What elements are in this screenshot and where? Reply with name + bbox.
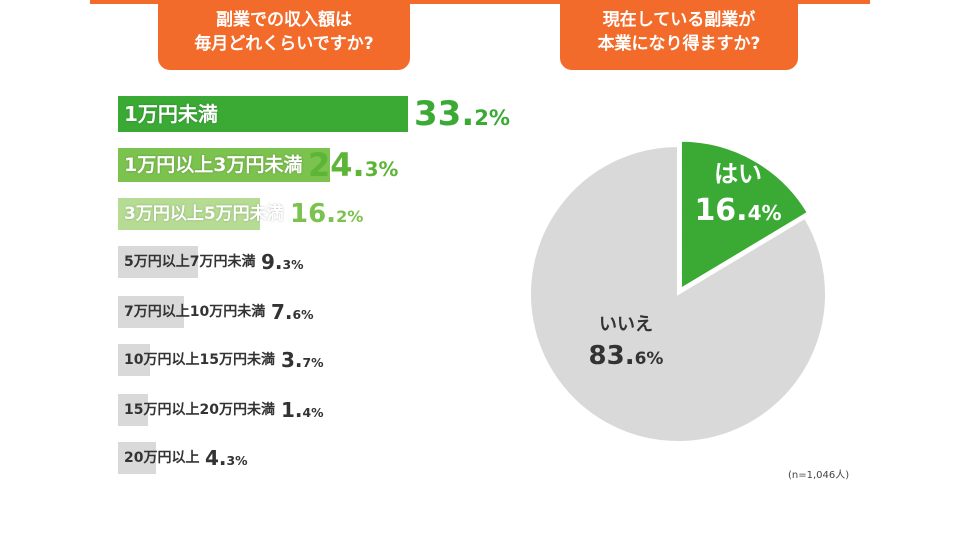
- bar-category-label: 7万円以上10万円未満: [124, 304, 266, 320]
- bar-value-main: 7.: [271, 300, 293, 324]
- bar-value-main: 4.: [205, 446, 227, 470]
- bar-row: 20万円以上 4.3%: [118, 442, 538, 474]
- left-title-line-2: 毎月どれくらいですか?: [194, 34, 374, 54]
- bar-fill: [118, 296, 185, 328]
- bar-value-main: 33.: [414, 94, 475, 134]
- pie-slice: [529, 144, 827, 443]
- bar-category-label: 1万円未満: [124, 102, 218, 126]
- bar-category-label: 1万円以上3万円未満: [124, 154, 303, 176]
- bar-row: 3万円以上5万円未満 16.2%: [118, 198, 538, 230]
- bar-row: 7万円以上10万円未満 7.6%: [118, 296, 538, 328]
- bar-value-tail: 3%: [226, 453, 248, 468]
- bar-fill: [118, 96, 408, 132]
- bar-value-label: 24.3%: [308, 148, 398, 187]
- bar-row: 15万円以上20万円未満 1.4%: [118, 394, 538, 426]
- bar-value-label: 3.7%: [281, 344, 324, 379]
- bar-category-label: 10万円以上15万円未満: [124, 352, 275, 368]
- pie-slice-value: 16.4%: [694, 193, 781, 228]
- bar-value-tail: 3%: [364, 158, 399, 181]
- bar-value-main: 9.: [261, 250, 283, 274]
- sample-size-note: (n=1,046人): [788, 470, 850, 481]
- bar-fill: [118, 246, 198, 278]
- bar-value-tail: 7%: [302, 355, 324, 370]
- left-chart-title: 副業での収入額は 毎月どれくらいですか?: [158, 0, 410, 70]
- pie-slice-label: はい: [714, 160, 762, 188]
- bar-fill: [118, 394, 148, 426]
- pie-slice: [679, 139, 810, 291]
- bar-row: 1万円未満 33.2%: [118, 96, 538, 132]
- bar-fill: [118, 344, 151, 376]
- pie-slice-label: いいえ: [599, 314, 653, 335]
- top-accent-bar: [90, 0, 870, 4]
- bar-row: 10万円以上15万円未満 3.7%: [118, 344, 538, 376]
- bar-value-main: 3.: [281, 348, 303, 372]
- bar-value-label: 16.2%: [290, 198, 363, 233]
- bar-value-tail: 6%: [292, 307, 314, 322]
- bar-category-label: 5万円以上7万円未満: [124, 254, 256, 270]
- right-chart-title: 現在している副業が 本業になり得ますか?: [560, 0, 798, 70]
- bar-fill: [118, 148, 331, 182]
- bar-value-label: 7.6%: [271, 296, 314, 331]
- bar-category-label: 15万円以上20万円未満: [124, 402, 275, 418]
- bar-fill: [118, 198, 260, 230]
- bar-value-main: 24.: [308, 146, 365, 184]
- left-title-line-1: 副業での収入額は: [216, 10, 352, 30]
- bar-value-tail: 3%: [282, 257, 304, 272]
- right-title-line-2: 本業になり得ますか?: [597, 34, 761, 54]
- bar-value-label: 1.4%: [281, 394, 324, 429]
- right-title-line-1: 現在している副業が: [602, 10, 756, 30]
- bar-value-tail: 2%: [336, 207, 364, 226]
- bar-value-main: 1.: [281, 398, 303, 422]
- bar-category-label: 3万円以上5万円未満: [124, 204, 284, 224]
- bar-value-tail: 2%: [474, 105, 511, 130]
- bar-value-label: 33.2%: [414, 96, 510, 136]
- bar-value-label: 9.3%: [261, 246, 304, 281]
- bar-value-tail: 4%: [302, 405, 324, 420]
- bar-category-label: 20万円以上: [124, 450, 200, 466]
- bar-fill: [118, 442, 156, 474]
- bar-value-label: 4.3%: [205, 442, 248, 477]
- bar-row: 5万円以上7万円未満 9.3%: [118, 246, 538, 278]
- bar-value-main: 16.: [290, 199, 337, 229]
- bar-row: 1万円以上3万円未満 24.3%: [118, 148, 538, 182]
- pie-slice-value: 83.6%: [589, 341, 664, 371]
